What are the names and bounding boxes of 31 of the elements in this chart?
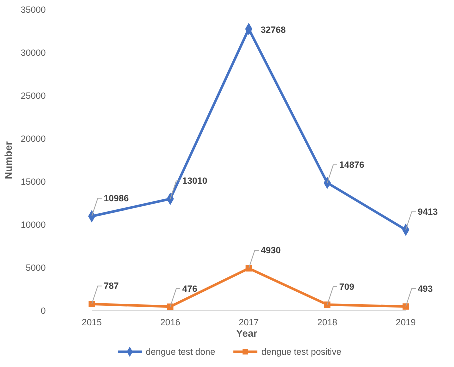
data-label: 709 [340, 282, 355, 292]
point [324, 302, 331, 308]
x-axis-title: Year [236, 329, 258, 340]
data-label: 9413 [418, 207, 438, 218]
x-tick-label: 2018 [317, 317, 338, 328]
data-label: 10986 [104, 194, 130, 204]
x-tick-label: 2019 [396, 317, 416, 328]
point [246, 265, 252, 272]
legend-label: dengue test done [146, 347, 216, 357]
y-tick-label: 30000 [20, 48, 46, 58]
y-tick-label: 35000 [20, 4, 46, 15]
y-tick-label: 15000 [20, 176, 46, 187]
data-label: 32768 [261, 25, 286, 36]
point [88, 301, 96, 308]
x-tick-label: 2015 [82, 317, 102, 328]
x-tick-label: 2017 [238, 317, 260, 328]
data-label: 13010 [182, 176, 208, 186]
y-tick-label: 10000 [20, 220, 46, 230]
point [167, 304, 174, 310]
legend-label: dengue test positive [262, 347, 342, 357]
data-label: 493 [418, 284, 434, 294]
data-label: 787 [104, 281, 120, 292]
data-label: 14876 [340, 160, 365, 170]
y-tick-label: 5000 [26, 262, 46, 273]
y-axis-title: Number [4, 142, 15, 180]
y-tick-label: 25000 [20, 90, 46, 101]
y-tick-label: 20000 [20, 134, 46, 144]
x-tick-label: 2016 [160, 317, 181, 328]
data-label: 476 [182, 284, 198, 294]
y-tick-label: 0 [40, 306, 46, 316]
data-label: 4930 [261, 246, 282, 256]
